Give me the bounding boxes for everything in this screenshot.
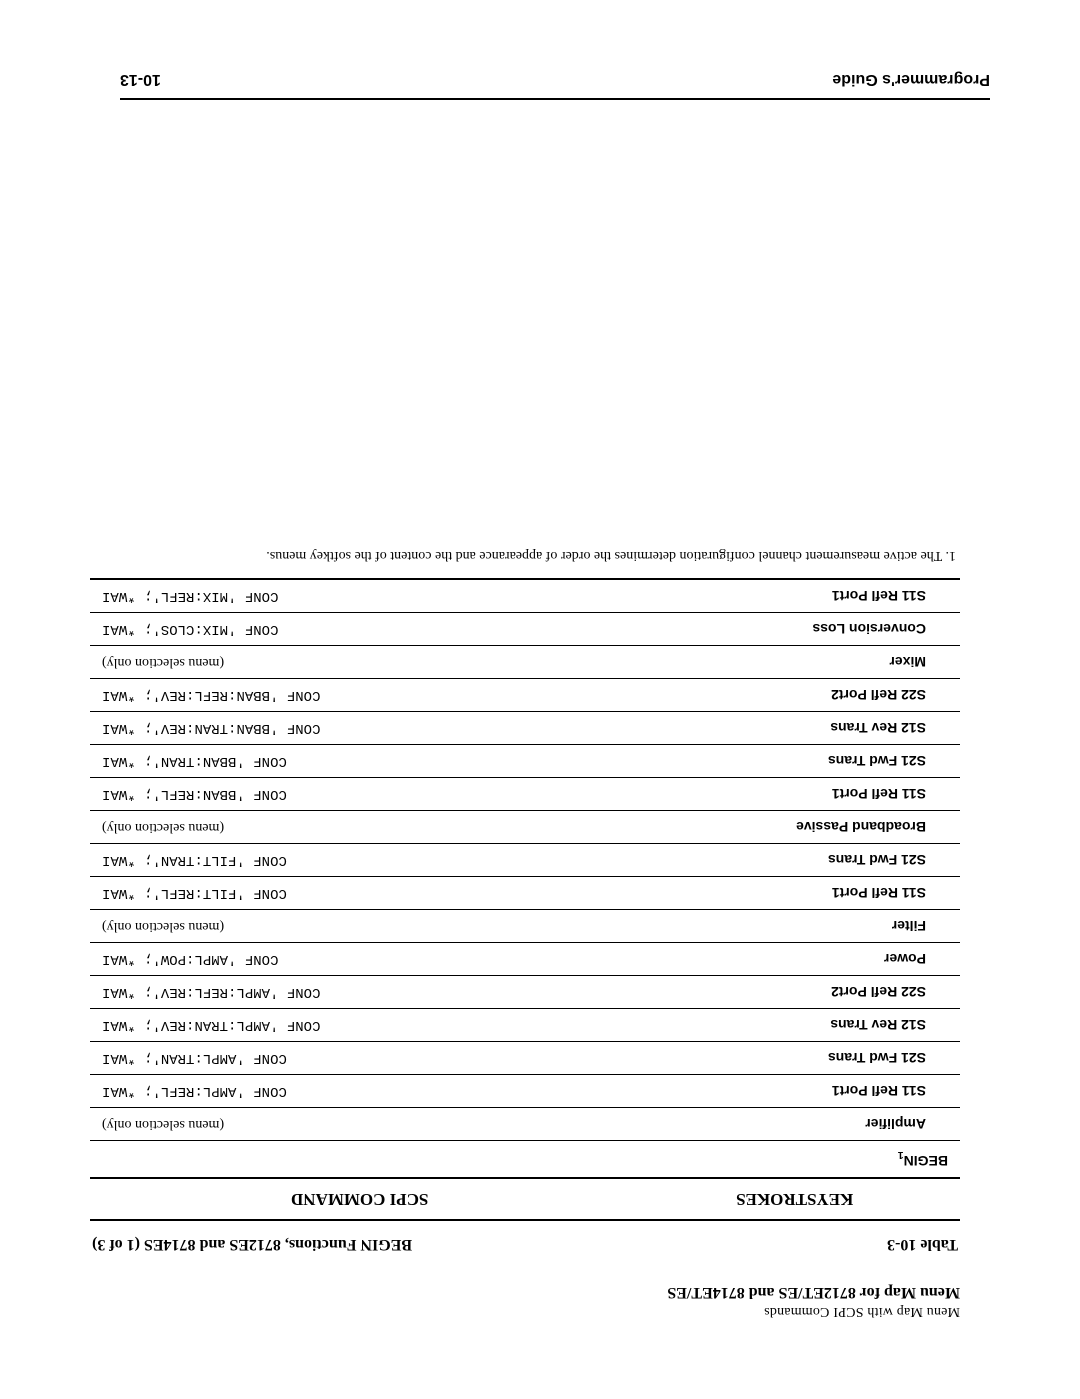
scpi-cell: CONF 'AMPL:REFL:REV'; *WAI (90, 976, 629, 1009)
keystroke-cell: Power (629, 943, 960, 976)
table-caption: Table 10-3 BEGIN Functions, 8712ES and 8… (90, 1235, 960, 1253)
keystroke-cell: S11 Refl Port1 (629, 877, 960, 910)
keystroke-cell: S21 Fwd Trans (629, 745, 960, 778)
col-header-scpi: SCPI COMMAND (90, 1178, 629, 1220)
table-row: Filter(menu selection only) (90, 910, 960, 943)
scpi-cell: CONF 'MIX:REFL'; *WAI (90, 579, 629, 613)
keystroke-cell: Mixer (629, 646, 960, 679)
table-row: Amplifier(menu selection only) (90, 1108, 960, 1141)
keystroke-cell: BEGIN1 (629, 1141, 960, 1178)
keystroke-cell: S11 Refl Port1 (629, 1075, 960, 1108)
table-row: S11 Refl Port1CONF 'MIX:REFL'; *WAI (90, 579, 960, 613)
scpi-cell: (menu selection only) (90, 811, 629, 844)
scpi-cell: CONF 'AMPL:TRAN:REV'; *WAI (90, 1009, 629, 1042)
scpi-cell: CONF 'AMPL:POW'; *WAI (90, 943, 629, 976)
table-row: S21 Fwd TransCONF 'AMPL:TRAN'; *WAI (90, 1042, 960, 1075)
command-table: KEYSTROKES SCPI COMMAND BEGIN1Amplifier(… (90, 578, 960, 1221)
scpi-cell: CONF 'BBAN:TRAN'; *WAI (90, 745, 629, 778)
keystroke-cell: Amplifier (629, 1108, 960, 1141)
keystroke-cell: S11 Refl Port1 (629, 778, 960, 811)
footnote: 1. The active measurement channel config… (90, 545, 960, 564)
table-row: BEGIN1 (90, 1141, 960, 1178)
keystroke-cell: Broadband Passive (629, 811, 960, 844)
scpi-cell: (menu selection only) (90, 646, 629, 679)
scpi-cell: CONF 'FILT:TRAN'; *WAI (90, 844, 629, 877)
footer-right: 10-13 (120, 70, 161, 88)
footer-left: Programmer's Guide (832, 70, 990, 88)
keystroke-cell: S12 Rev Trans (629, 712, 960, 745)
table-row: S11 Refl Port1CONF 'AMPL:REFL'; *WAI (90, 1075, 960, 1108)
scpi-cell: (menu selection only) (90, 910, 629, 943)
running-header: Menu Map with SCPI Commands (90, 1303, 960, 1319)
table-row: Mixer(menu selection only) (90, 646, 960, 679)
col-header-keystrokes: KEYSTROKES (629, 1178, 960, 1220)
section-title: Menu Map for 8712ET/ES and 8714ET/ES (90, 1283, 960, 1301)
keystroke-cell: S11 Refl Port1 (629, 579, 960, 613)
keystroke-cell: S21 Fwd Trans (629, 844, 960, 877)
table-row: S21 Fwd TransCONF 'BBAN:TRAN'; *WAI (90, 745, 960, 778)
keystroke-cell: Conversion Loss (629, 613, 960, 646)
table-row: S21 Fwd TransCONF 'FILT:TRAN'; *WAI (90, 844, 960, 877)
page-footer: Programmer's Guide 10-13 (120, 70, 990, 100)
table-row: Broadband Passive(menu selection only) (90, 811, 960, 844)
table-header-row: KEYSTROKES SCPI COMMAND (90, 1178, 960, 1220)
scpi-cell: (menu selection only) (90, 1108, 629, 1141)
keystroke-cell: S12 Rev Trans (629, 1009, 960, 1042)
scpi-cell: CONF 'FILT:REFL'; *WAI (90, 877, 629, 910)
scpi-cell: CONF 'MIX:CLOS'; *WAI (90, 613, 629, 646)
table-row: S22 Refl Port2CONF 'AMPL:REFL:REV'; *WAI (90, 976, 960, 1009)
table-row: S11 Refl Port1CONF 'BBAN:REFL'; *WAI (90, 778, 960, 811)
table-row: Conversion LossCONF 'MIX:CLOS'; *WAI (90, 613, 960, 646)
page: Menu Map with SCPI Commands Menu Map for… (0, 0, 1080, 1399)
scpi-cell: CONF 'BBAN:REFL:REV'; *WAI (90, 679, 629, 712)
table-row: S12 Rev TransCONF 'BBAN:TRAN:REV'; *WAI (90, 712, 960, 745)
scpi-cell: CONF 'BBAN:TRAN:REV'; *WAI (90, 712, 629, 745)
keystroke-cell: S22 Refl Port2 (629, 679, 960, 712)
scpi-cell: CONF 'BBAN:REFL'; *WAI (90, 778, 629, 811)
scpi-cell (90, 1141, 629, 1178)
table-title: BEGIN Functions, 8712ES and 8714ES (1 of… (92, 1235, 412, 1253)
table-label: Table 10-3 (887, 1235, 958, 1253)
scpi-cell: CONF 'AMPL:TRAN'; *WAI (90, 1042, 629, 1075)
keystroke-cell: S21 Fwd Trans (629, 1042, 960, 1075)
keystroke-cell: S22 Refl Port2 (629, 976, 960, 1009)
table-row: PowerCONF 'AMPL:POW'; *WAI (90, 943, 960, 976)
table-row: S11 Refl Port1CONF 'FILT:REFL'; *WAI (90, 877, 960, 910)
table-row: S12 Rev TransCONF 'AMPL:TRAN:REV'; *WAI (90, 1009, 960, 1042)
scpi-cell: CONF 'AMPL:REFL'; *WAI (90, 1075, 629, 1108)
keystroke-cell: Filter (629, 910, 960, 943)
table-row: S22 Refl Port2CONF 'BBAN:REFL:REV'; *WAI (90, 679, 960, 712)
